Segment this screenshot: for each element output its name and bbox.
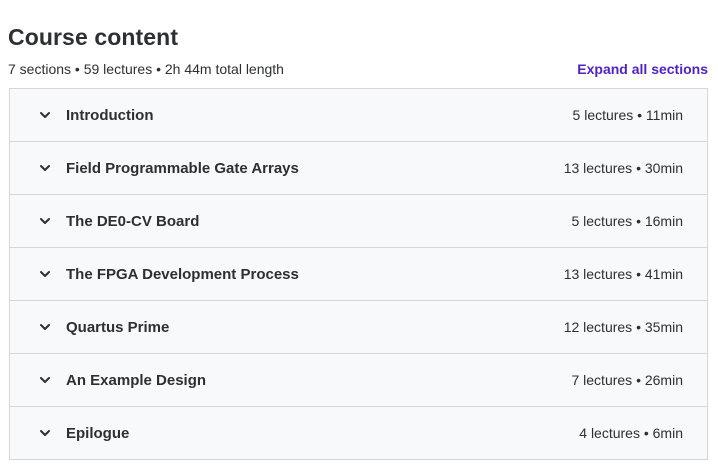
section-item-de0-cv-board[interactable]: The DE0-CV Board 5 lectures • 16min (10, 195, 707, 248)
chevron-down-icon (37, 213, 53, 229)
section-item-quartus-prime[interactable]: Quartus Prime 12 lectures • 35min (10, 301, 707, 354)
page-title: Course content (8, 24, 179, 51)
section-title: The DE0-CV Board (66, 212, 200, 230)
chevron-down-icon (37, 160, 53, 176)
section-meta: 12 lectures • 35min (563, 319, 683, 335)
chevron-down-icon (37, 319, 53, 335)
chevron-down-icon (37, 107, 53, 123)
section-item-field-programmable-gate-arrays[interactable]: Field Programmable Gate Arrays 13 lectur… (10, 142, 707, 195)
section-meta: 5 lectures • 16min (571, 213, 683, 229)
expand-all-sections-button[interactable]: Expand all sections (577, 61, 708, 77)
section-title: The FPGA Development Process (66, 265, 299, 283)
chevron-down-icon (37, 372, 53, 388)
section-meta: 7 lectures • 26min (571, 372, 683, 388)
section-item-epilogue[interactable]: Epilogue 4 lectures • 6min (10, 407, 707, 460)
section-meta: 13 lectures • 41min (563, 266, 683, 282)
chevron-down-icon (37, 425, 53, 441)
course-sections-list: Introduction 5 lectures • 11min Field Pr… (9, 88, 708, 460)
section-meta: 4 lectures • 6min (579, 425, 683, 441)
course-summary: 7 sections • 59 lectures • 2h 44m total … (8, 61, 284, 77)
section-meta: 5 lectures • 11min (572, 107, 683, 123)
section-item-introduction[interactable]: Introduction 5 lectures • 11min (10, 89, 707, 142)
section-meta: 13 lectures • 30min (563, 160, 683, 176)
section-item-example-design[interactable]: An Example Design 7 lectures • 26min (10, 354, 707, 407)
section-title: Quartus Prime (66, 318, 170, 336)
section-title: Field Programmable Gate Arrays (66, 159, 299, 177)
section-title: Introduction (66, 106, 154, 124)
section-title: An Example Design (66, 371, 207, 389)
course-summary-row: 7 sections • 59 lectures • 2h 44m total … (8, 59, 708, 79)
section-item-fpga-development-process[interactable]: The FPGA Development Process 13 lectures… (10, 248, 707, 301)
section-title: Epilogue (66, 424, 130, 442)
chevron-down-icon (37, 266, 53, 282)
